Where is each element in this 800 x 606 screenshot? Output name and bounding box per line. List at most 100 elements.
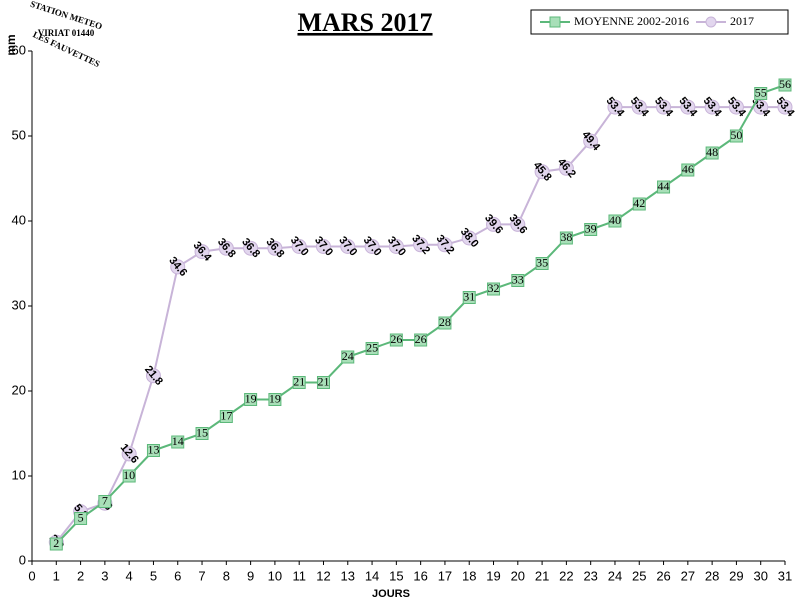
marker <box>121 446 137 462</box>
data-label: 39 <box>585 221 597 235</box>
marker <box>413 237 429 253</box>
marker <box>558 160 574 176</box>
x-axis-label: JOURS <box>372 588 410 600</box>
x-tick-label: 1 <box>53 568 60 583</box>
x-tick-label: 7 <box>198 568 205 583</box>
data-label: 42 <box>633 196 645 210</box>
data-label: 25 <box>366 340 378 354</box>
marker <box>219 410 233 423</box>
marker <box>754 87 768 100</box>
y-tick-label: 10 <box>12 467 26 482</box>
marker <box>315 239 331 254</box>
marker <box>74 512 88 525</box>
data-label: 48 <box>706 145 718 159</box>
marker <box>777 99 793 115</box>
x-tick-label: 25 <box>632 568 646 583</box>
data-label: 44 <box>658 179 670 193</box>
marker <box>584 223 598 236</box>
data-label: 14 <box>172 434 184 448</box>
x-tick-label: 2 <box>77 568 84 583</box>
x-tick-label: 29 <box>729 568 743 583</box>
x-tick-label: 11 <box>292 568 306 583</box>
marker <box>122 469 136 483</box>
y-tick-label: 20 <box>12 382 26 397</box>
marker <box>778 78 792 92</box>
x-tick-label: 5 <box>150 568 157 583</box>
x-tick-label: 12 <box>316 568 330 583</box>
marker <box>195 427 209 440</box>
marker <box>145 368 161 384</box>
x-tick-label: 27 <box>681 568 695 583</box>
x-tick-label: 14 <box>365 568 379 583</box>
marker <box>341 350 355 364</box>
data-label: 24 <box>342 349 354 363</box>
x-tick-label: 13 <box>341 568 355 583</box>
x-tick-label: 17 <box>438 568 452 583</box>
data-label: 40 <box>609 213 621 227</box>
x-tick-label: 20 <box>511 568 525 583</box>
legend-marker <box>705 16 717 28</box>
marker <box>656 99 672 115</box>
marker <box>559 231 573 245</box>
x-tick-label: 0 <box>28 568 35 583</box>
marker <box>631 99 647 115</box>
x-tick-label: 6 <box>174 568 181 583</box>
marker <box>487 282 501 296</box>
x-tick-label: 26 <box>656 568 670 583</box>
data-label: 19 <box>269 391 281 405</box>
marker <box>340 239 356 254</box>
marker <box>388 239 404 254</box>
data-label: 56 <box>779 77 791 91</box>
marker <box>657 180 671 194</box>
x-tick-label: 18 <box>462 568 476 583</box>
marker <box>705 146 719 160</box>
x-tick-label: 28 <box>705 568 719 583</box>
marker <box>218 240 234 256</box>
x-tick-label: 30 <box>753 568 767 583</box>
data-label: 7 <box>102 493 108 507</box>
marker <box>583 133 599 149</box>
legend-marker <box>549 16 561 28</box>
x-tick-label: 16 <box>413 568 427 583</box>
x-tick-label: 10 <box>268 568 282 583</box>
marker <box>535 257 549 270</box>
data-label: 5 <box>78 510 84 524</box>
data-label: 26 <box>390 332 402 346</box>
marker <box>728 99 744 115</box>
data-label: 38 <box>560 230 572 244</box>
data-label: 17 <box>220 408 232 422</box>
data-label: 55 <box>755 85 767 99</box>
y-tick-label: 30 <box>12 297 26 312</box>
chart-title: MARS 2017 <box>297 8 432 37</box>
legend-label: MOYENNE 2002-2016 <box>574 14 689 28</box>
x-tick-label: 22 <box>559 568 573 583</box>
data-label: 10 <box>123 468 135 482</box>
y-axis-label: mm <box>4 34 18 55</box>
marker <box>171 435 185 449</box>
marker <box>267 240 283 256</box>
data-label: 2 <box>53 536 59 550</box>
marker <box>98 495 112 508</box>
y-tick-label: 50 <box>12 127 26 142</box>
marker <box>461 230 477 246</box>
data-label: 13 <box>147 442 159 456</box>
marker <box>486 216 502 232</box>
data-label: 35 <box>536 255 548 269</box>
data-label: 19 <box>245 391 257 405</box>
x-tick-label: 3 <box>101 568 108 583</box>
data-label: 21 <box>293 374 305 388</box>
x-tick-label: 19 <box>486 568 500 583</box>
marker <box>291 239 307 254</box>
x-tick-label: 15 <box>389 568 403 583</box>
data-label: 46 <box>682 162 694 176</box>
marker <box>243 240 259 256</box>
x-tick-label: 4 <box>126 568 133 583</box>
marker <box>316 376 330 389</box>
data-label: 32 <box>488 281 500 295</box>
marker <box>414 333 428 347</box>
marker <box>608 214 622 228</box>
x-tick-label: 21 <box>535 568 549 583</box>
marker <box>729 129 743 143</box>
